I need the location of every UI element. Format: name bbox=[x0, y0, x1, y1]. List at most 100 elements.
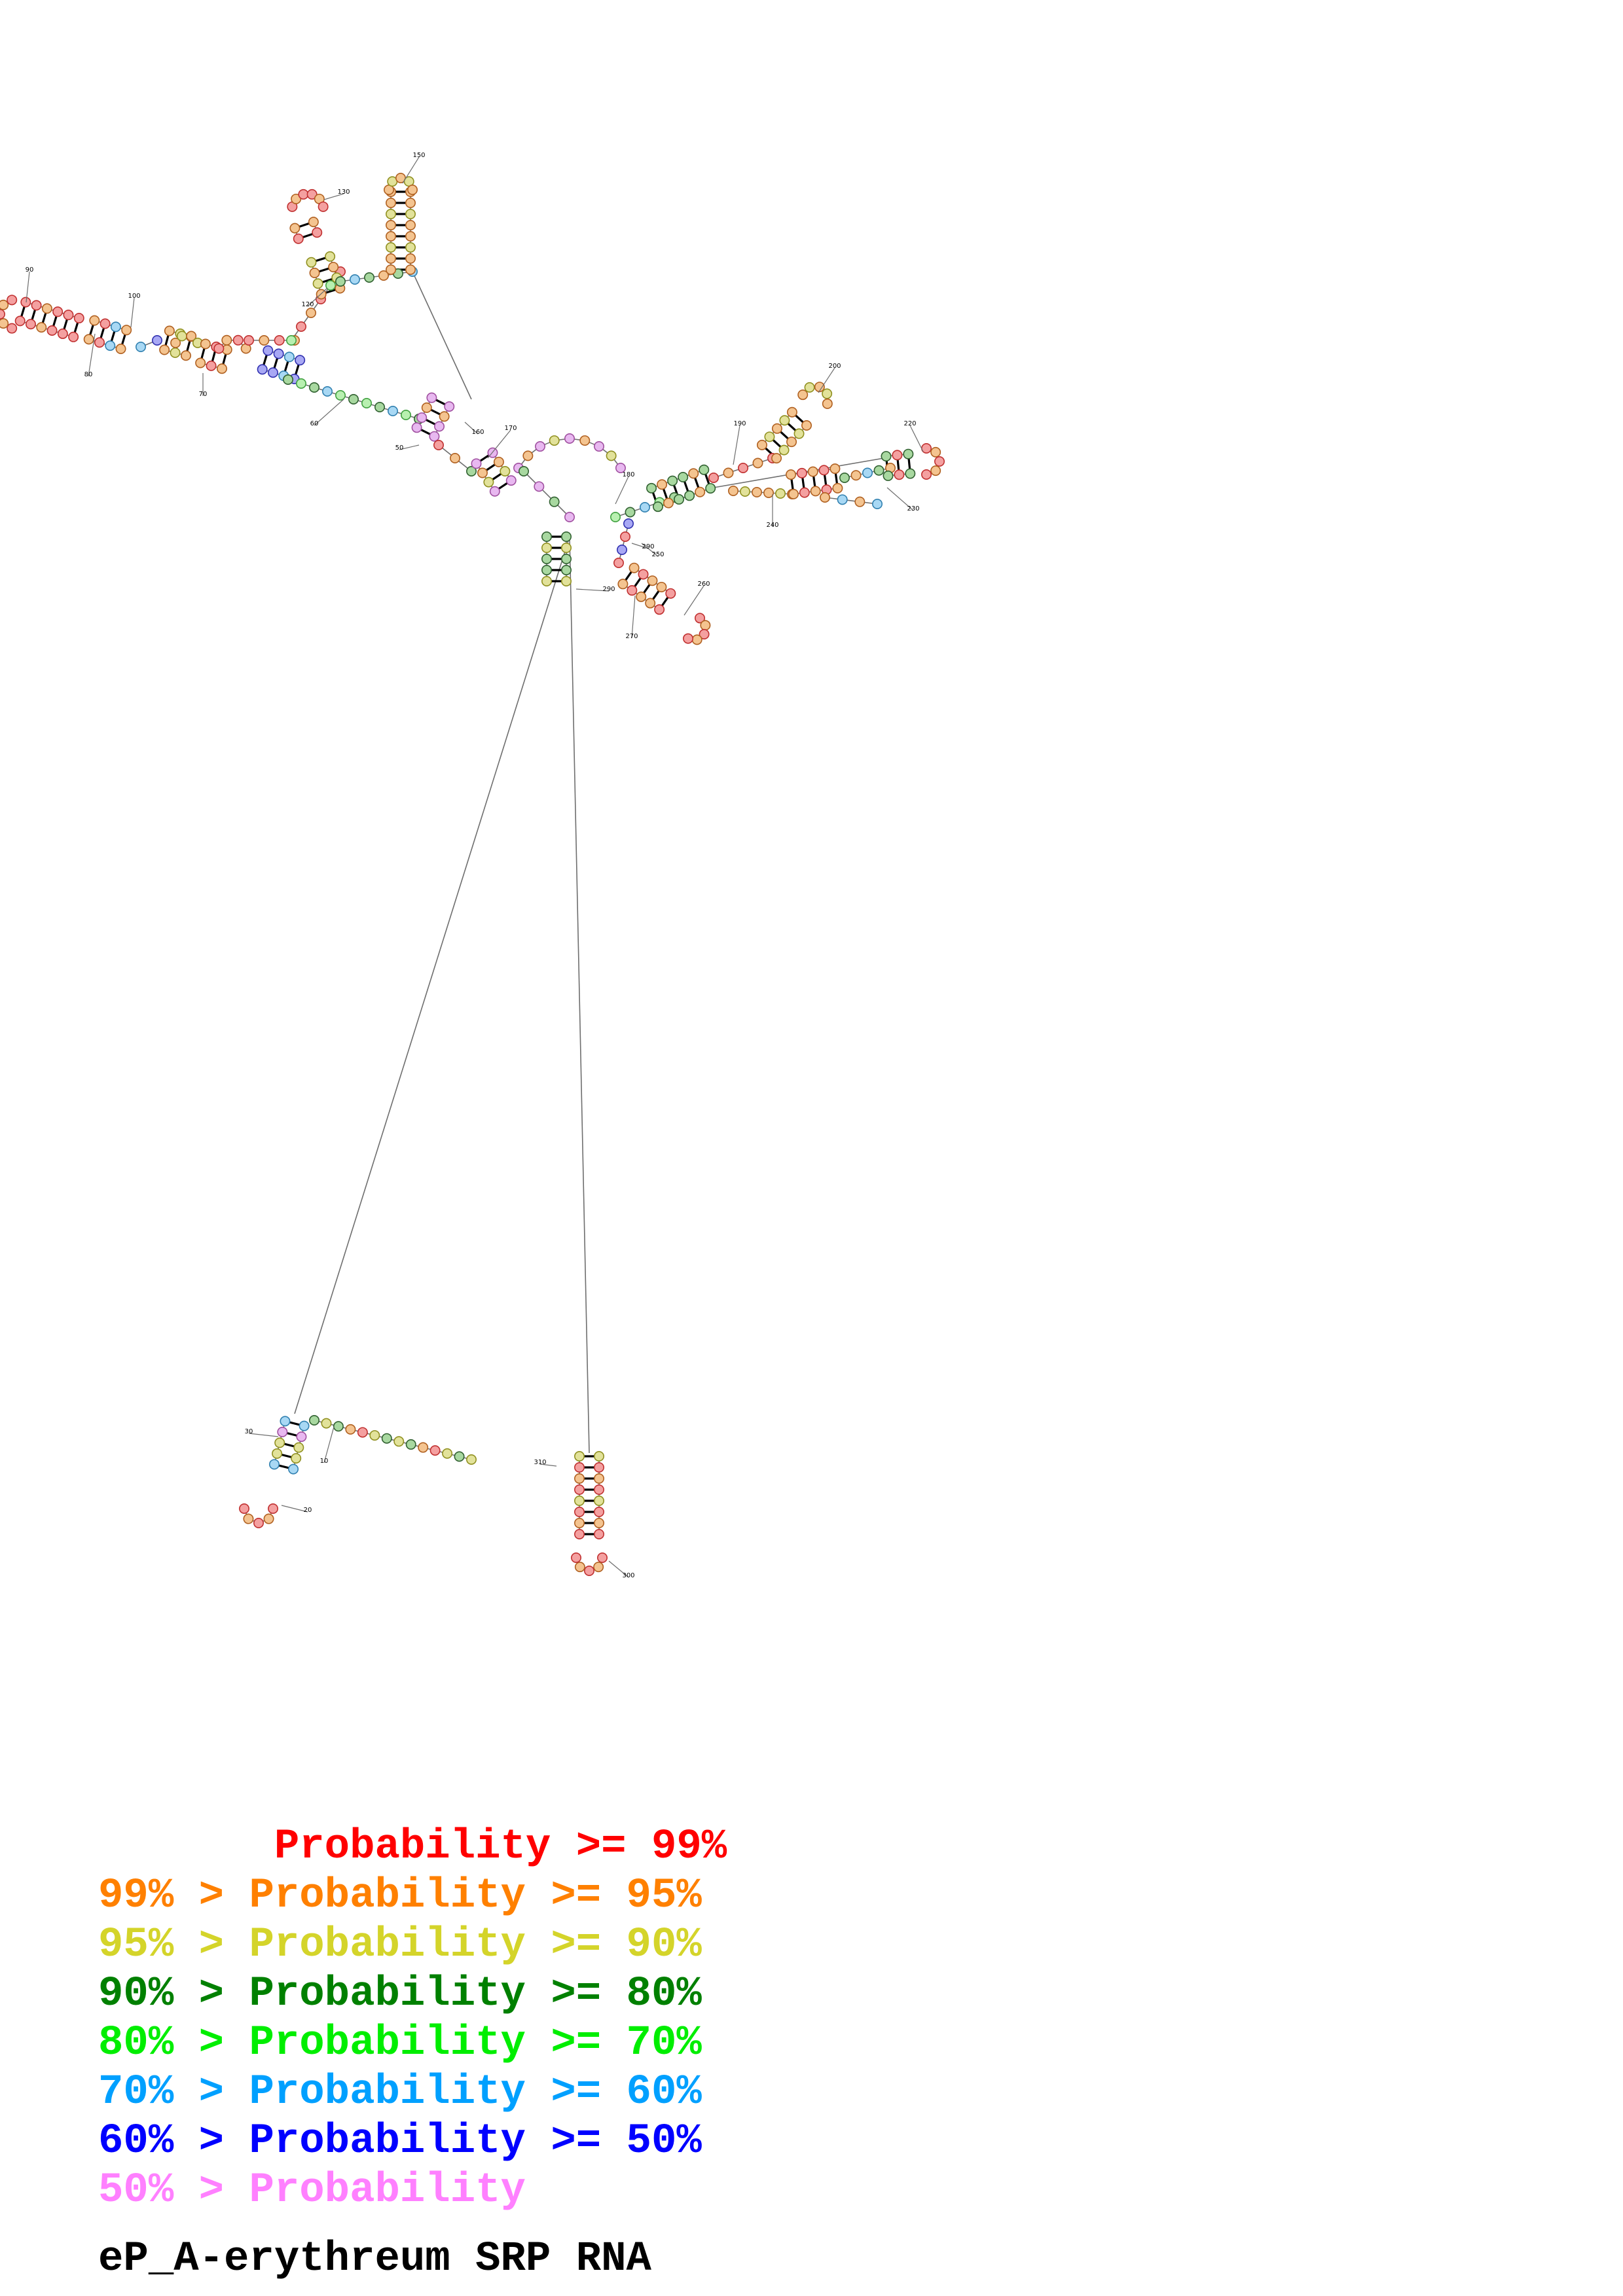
nucleotide bbox=[788, 488, 799, 499]
nucleotide bbox=[200, 338, 211, 350]
nucleotide bbox=[405, 253, 416, 264]
nucleotide bbox=[560, 564, 572, 575]
position-label: 300 bbox=[622, 1572, 634, 1579]
nucleotide bbox=[574, 1462, 585, 1473]
nucleotide bbox=[793, 428, 805, 439]
nucleotide bbox=[625, 507, 636, 518]
nucleotide bbox=[429, 1445, 441, 1456]
nucleotide bbox=[0, 299, 9, 310]
nucleotide bbox=[333, 1421, 344, 1432]
nucleotide bbox=[308, 217, 319, 228]
nucleotide bbox=[684, 490, 695, 501]
nucleotide bbox=[216, 363, 227, 374]
nucleotide bbox=[771, 453, 782, 464]
backbone-segment bbox=[631, 543, 649, 549]
nucleotide bbox=[7, 295, 18, 306]
nucleotide bbox=[786, 406, 797, 418]
nucleotide bbox=[335, 276, 346, 287]
nucleotide bbox=[560, 542, 572, 553]
nucleotide bbox=[115, 344, 126, 355]
nucleotide bbox=[328, 262, 339, 273]
nucleotide bbox=[541, 553, 552, 564]
nucleotide bbox=[283, 351, 295, 363]
nucleotide bbox=[646, 482, 657, 493]
nucleotide bbox=[345, 1424, 356, 1435]
nucleotide bbox=[374, 401, 385, 412]
nucleotide bbox=[293, 233, 304, 244]
nucleotide bbox=[534, 481, 545, 492]
position-label: 100 bbox=[128, 293, 140, 300]
backbone-segment bbox=[615, 476, 629, 505]
position-label: 180 bbox=[622, 471, 634, 478]
nucleotide bbox=[818, 465, 830, 476]
nucleotide bbox=[298, 188, 309, 200]
nucleotide bbox=[170, 337, 181, 348]
backbone-segment bbox=[402, 156, 420, 184]
nucleotide bbox=[282, 374, 293, 385]
nucleotide bbox=[421, 402, 432, 413]
nucleotide bbox=[273, 348, 284, 359]
nucleotide bbox=[308, 382, 319, 393]
nucleotide bbox=[593, 1507, 604, 1518]
legend-entry: 70% > Probability >= 60% bbox=[98, 2069, 702, 2116]
backbone-segment bbox=[909, 425, 924, 452]
nucleotide bbox=[505, 475, 517, 486]
position-label: 220 bbox=[903, 420, 916, 427]
nucleotide bbox=[534, 441, 545, 452]
nucleotide bbox=[617, 579, 629, 590]
backbone-segment bbox=[88, 333, 96, 377]
nucleotide bbox=[405, 242, 416, 253]
nucleotide bbox=[232, 334, 244, 346]
nucleotide bbox=[804, 382, 815, 393]
nucleotide bbox=[728, 485, 739, 496]
position-label: 10 bbox=[320, 1458, 329, 1465]
nucleotide bbox=[627, 585, 638, 596]
nucleotide bbox=[405, 230, 416, 242]
nucleotide bbox=[299, 1420, 310, 1431]
backbone-segment bbox=[130, 297, 135, 328]
nucleotide bbox=[683, 633, 694, 644]
nucleotide bbox=[20, 296, 31, 308]
nucleotide bbox=[596, 1552, 608, 1564]
nucleotide bbox=[321, 1418, 332, 1429]
nucleotide bbox=[593, 1462, 604, 1473]
nucleotide bbox=[934, 456, 945, 467]
nucleotide bbox=[442, 1448, 453, 1459]
nucleotide bbox=[593, 1518, 604, 1529]
nucleotide bbox=[41, 303, 52, 314]
nucleotide bbox=[796, 467, 807, 478]
nucleotide bbox=[291, 1453, 302, 1464]
nucleotide bbox=[164, 325, 175, 336]
nucleotide bbox=[295, 355, 306, 366]
nucleotide bbox=[400, 409, 411, 420]
nucleotide bbox=[560, 575, 572, 586]
nucleotide bbox=[291, 193, 302, 204]
nucleotide bbox=[385, 264, 396, 275]
nucleotide bbox=[619, 531, 630, 542]
nucleotide bbox=[814, 382, 825, 393]
backbone-segment bbox=[575, 588, 610, 592]
nucleotide bbox=[387, 405, 398, 416]
nucleotide bbox=[274, 1437, 285, 1448]
nucleotide bbox=[295, 321, 306, 332]
nucleotide bbox=[786, 469, 797, 480]
nucleotide bbox=[31, 300, 42, 311]
nucleotide bbox=[405, 208, 416, 219]
backbone-segment bbox=[818, 367, 835, 393]
nucleotide bbox=[638, 569, 649, 580]
backbone-segment bbox=[314, 399, 344, 426]
nucleotide bbox=[645, 598, 656, 609]
nucleotide bbox=[285, 334, 297, 346]
nucleotide bbox=[369, 1430, 380, 1441]
nucleotide bbox=[483, 476, 494, 488]
nucleotide bbox=[433, 439, 444, 450]
nucleotide bbox=[797, 389, 809, 401]
nucleotide bbox=[308, 1415, 319, 1426]
nucleotide bbox=[593, 1484, 604, 1496]
position-label: 170 bbox=[504, 425, 517, 432]
nucleotide bbox=[243, 1513, 254, 1524]
backbone-segment bbox=[323, 193, 344, 200]
nucleotide bbox=[213, 343, 225, 354]
nucleotide bbox=[837, 494, 848, 505]
position-label: 50 bbox=[395, 444, 404, 452]
